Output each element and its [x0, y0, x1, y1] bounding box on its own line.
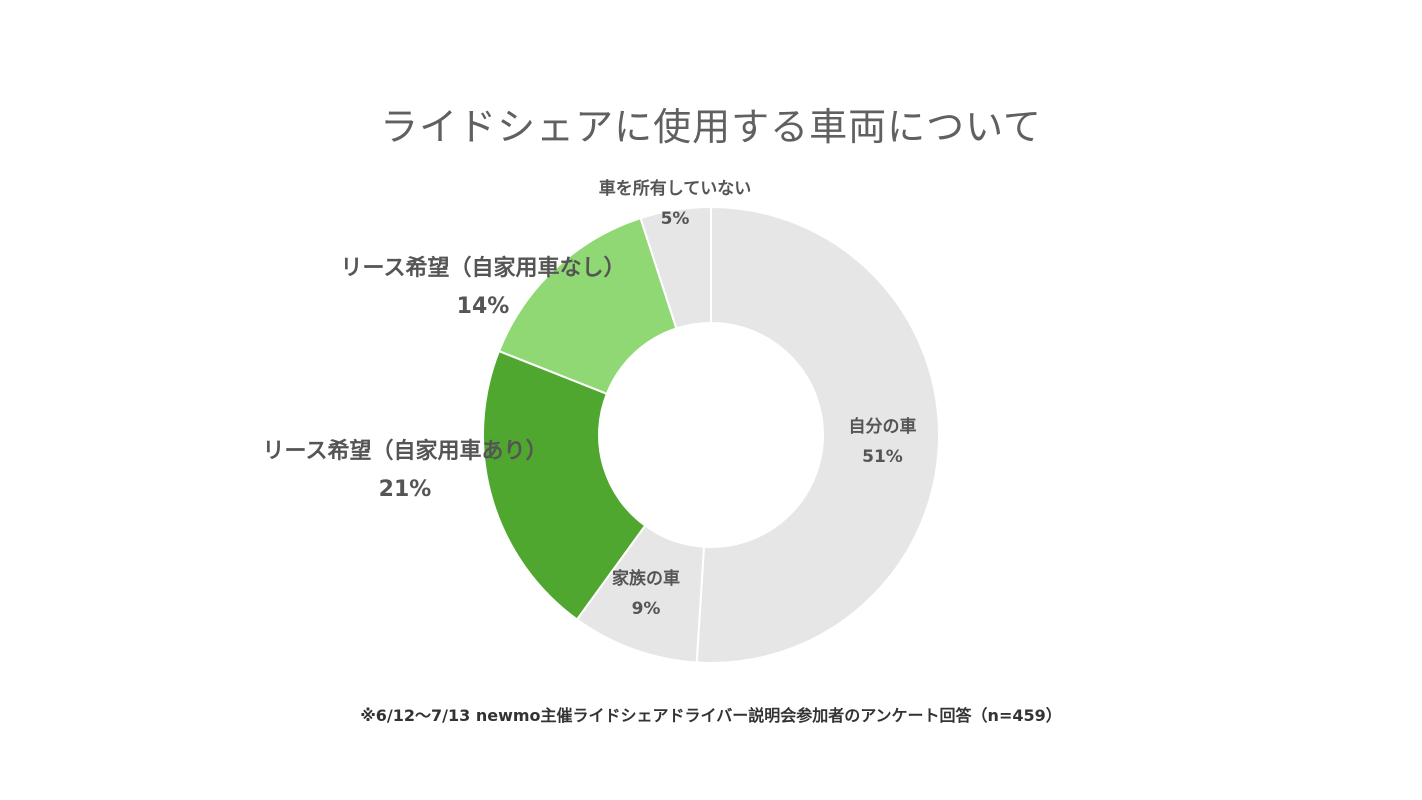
slice-label-own-car: 自分の車 51%: [820, 412, 945, 472]
footnote: ※6/12〜7/13 newmo主催ライドシェアドライバー説明会参加者のアンケー…: [360, 706, 1062, 725]
slice-lease-with-car: [482, 349, 647, 621]
chart-title: ライドシェアに使用する車両について: [380, 105, 1042, 149]
slice-percent: 9%: [631, 599, 661, 619]
slice-percent: 14%: [456, 294, 510, 319]
slice-percent: 51%: [862, 447, 903, 467]
slice-name: リース希望（自家用車なし）: [340, 256, 626, 281]
slice-own-car: [695, 205, 940, 664]
slice-name: 自分の車: [848, 417, 917, 437]
slice-name: 家族の車: [612, 569, 680, 589]
slice-label-lease-without-car: リース希望（自家用車なし） 14%: [308, 250, 658, 326]
slice-name: リース希望（自家用車あり）: [262, 439, 548, 464]
slice-percent: 5%: [660, 209, 690, 229]
slice-name: 車を所有していない: [598, 179, 752, 199]
slice-percent: 21%: [378, 477, 432, 502]
slice-label-lease-with-car: リース希望（自家用車あり） 21%: [230, 433, 580, 509]
slice-label-no-car: 車を所有していない 5%: [570, 174, 780, 234]
slice-label-family-car: 家族の車 9%: [586, 564, 706, 624]
slice-no-car: [639, 205, 712, 330]
